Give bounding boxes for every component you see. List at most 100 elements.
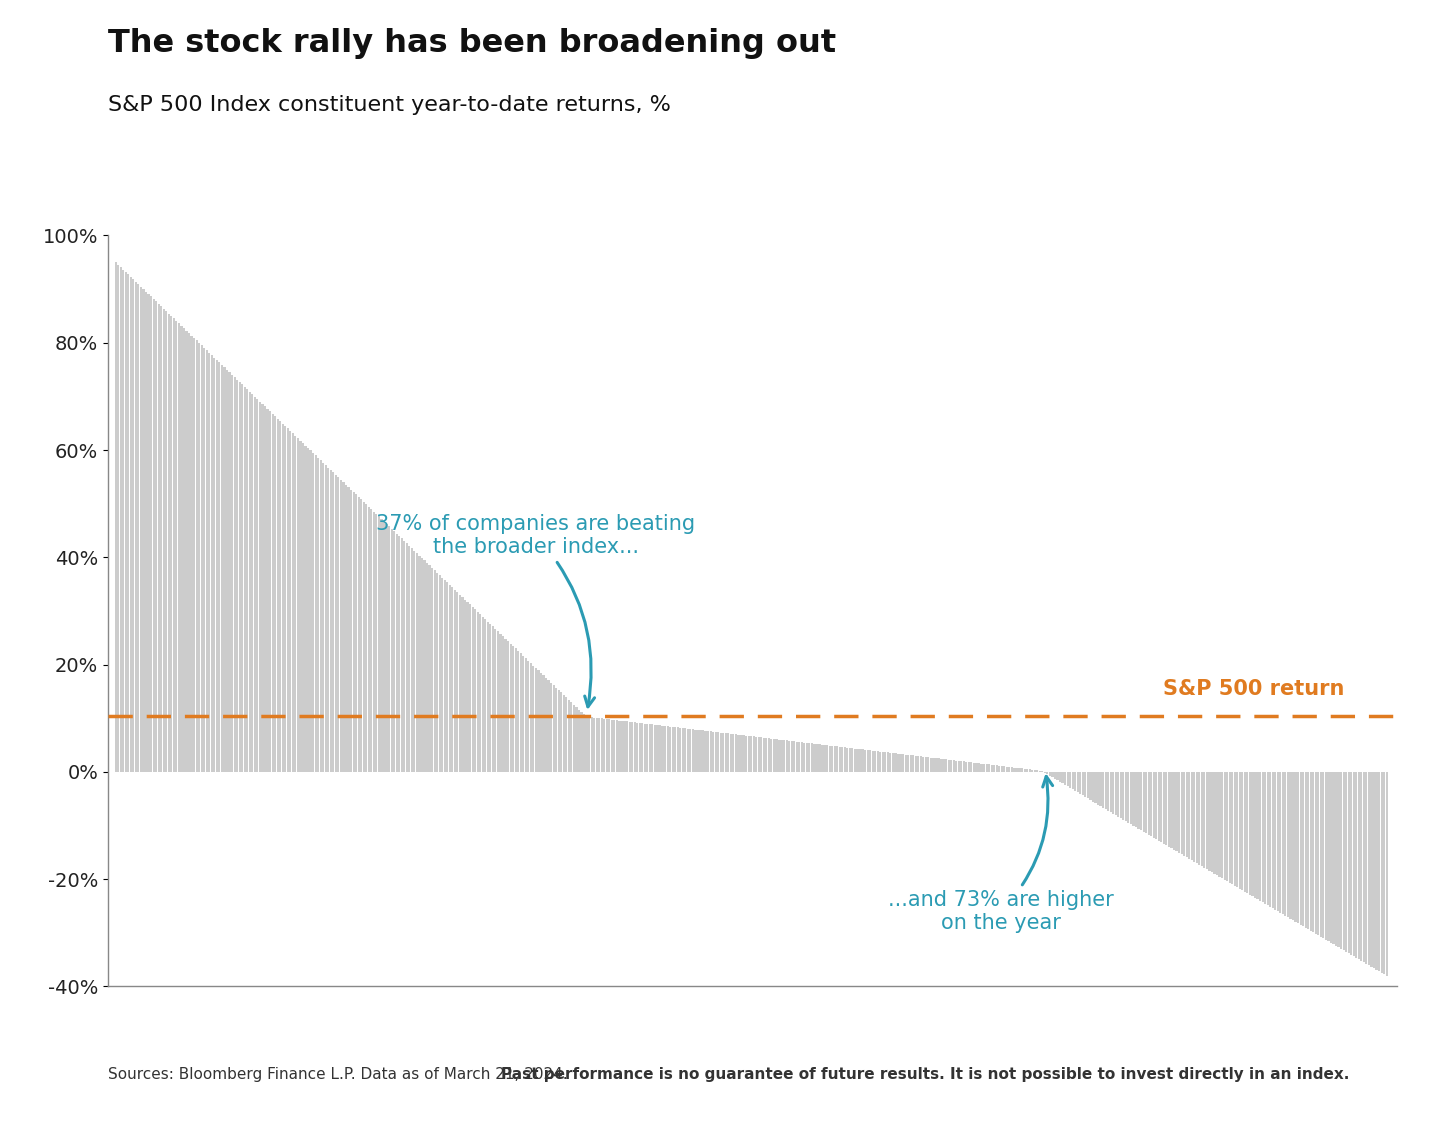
Bar [907,754,909,772]
Bar [1165,772,1168,845]
Bar [694,730,697,772]
Bar [870,750,871,772]
Bar [1221,772,1223,878]
Bar [177,323,180,772]
Bar [1201,772,1202,867]
Bar [1341,772,1342,948]
Bar [243,387,246,772]
Bar [312,453,314,772]
Bar [1155,772,1158,839]
Bar [1355,772,1358,957]
Bar [877,751,878,772]
Bar [618,721,621,772]
Bar [540,673,541,772]
Bar [801,742,804,772]
Bar [449,585,451,772]
Bar [1079,772,1081,794]
Bar [1325,772,1328,939]
Bar [517,651,520,772]
Bar [1011,767,1012,772]
Bar [608,720,611,772]
Text: Past performance is no guarantee of future results. It is not possible to invest: Past performance is no guarantee of futu… [501,1067,1349,1082]
Bar [289,430,291,772]
Bar [216,360,217,772]
Bar [236,380,238,772]
Bar [454,590,456,772]
Bar [416,553,418,772]
Bar [1332,772,1335,944]
Bar [484,619,487,772]
Bar [1328,772,1329,942]
Bar [397,536,400,772]
Bar [127,275,130,772]
Bar [1145,772,1148,833]
Bar [403,541,405,772]
Bar [636,723,638,772]
Bar [871,751,874,772]
Bar [543,675,544,772]
Bar [1181,772,1182,854]
Bar [477,612,478,772]
Bar [1005,767,1008,772]
Bar [1208,772,1211,871]
Bar [436,573,438,772]
Bar [998,766,1001,772]
Bar [563,695,564,772]
Bar [504,639,507,772]
Bar [838,747,841,772]
Bar [1302,772,1305,926]
Bar [1028,769,1031,772]
Bar [606,719,608,772]
Bar [1264,772,1266,904]
Bar [887,752,888,772]
Bar [553,685,554,772]
Bar [356,494,357,772]
Bar [904,754,907,772]
Bar [616,721,618,772]
Bar [804,742,805,772]
Bar [1191,772,1192,860]
Bar [1368,772,1369,965]
Bar [550,683,552,772]
Bar [1362,772,1365,962]
Bar [647,724,648,772]
Bar [932,758,935,772]
Bar [1142,772,1145,832]
Bar [588,717,590,772]
Bar [490,624,491,772]
Bar [834,747,835,772]
Bar [727,733,730,772]
Bar [586,716,588,772]
Bar [1027,769,1028,772]
Bar [864,750,865,772]
Bar [965,762,968,772]
Bar [150,296,153,772]
Bar [469,604,471,772]
Bar [798,742,801,772]
Bar [1017,768,1018,772]
Bar [851,748,854,772]
Bar [276,418,279,772]
Bar [147,294,150,772]
Bar [778,740,780,772]
Bar [262,404,264,772]
Bar [1071,772,1074,789]
Bar [858,749,861,772]
Bar [557,691,560,772]
Bar [173,318,174,772]
Bar [975,763,978,772]
Bar [377,517,380,772]
Bar [1094,772,1097,803]
Bar [266,409,269,772]
Bar [350,490,353,772]
Bar [523,656,524,772]
Bar [122,269,124,772]
Bar [507,641,510,772]
Bar [1279,772,1282,912]
Bar [1112,772,1115,814]
Bar [857,749,858,772]
Bar [279,421,281,772]
Bar [259,401,261,772]
Bar [837,747,838,772]
Bar [487,621,488,772]
